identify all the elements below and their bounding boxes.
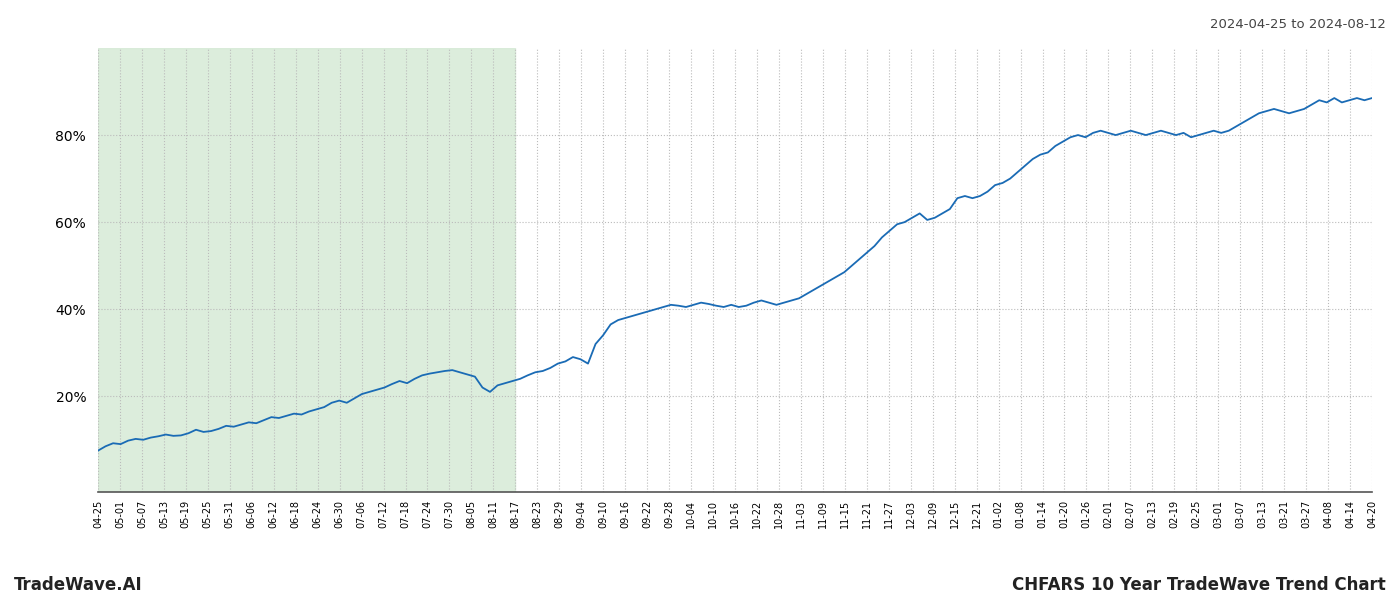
Text: 2024-04-25 to 2024-08-12: 2024-04-25 to 2024-08-12 xyxy=(1210,18,1386,31)
Text: CHFARS 10 Year TradeWave Trend Chart: CHFARS 10 Year TradeWave Trend Chart xyxy=(1012,576,1386,594)
Text: TradeWave.AI: TradeWave.AI xyxy=(14,576,143,594)
Bar xyxy=(98,48,515,492)
